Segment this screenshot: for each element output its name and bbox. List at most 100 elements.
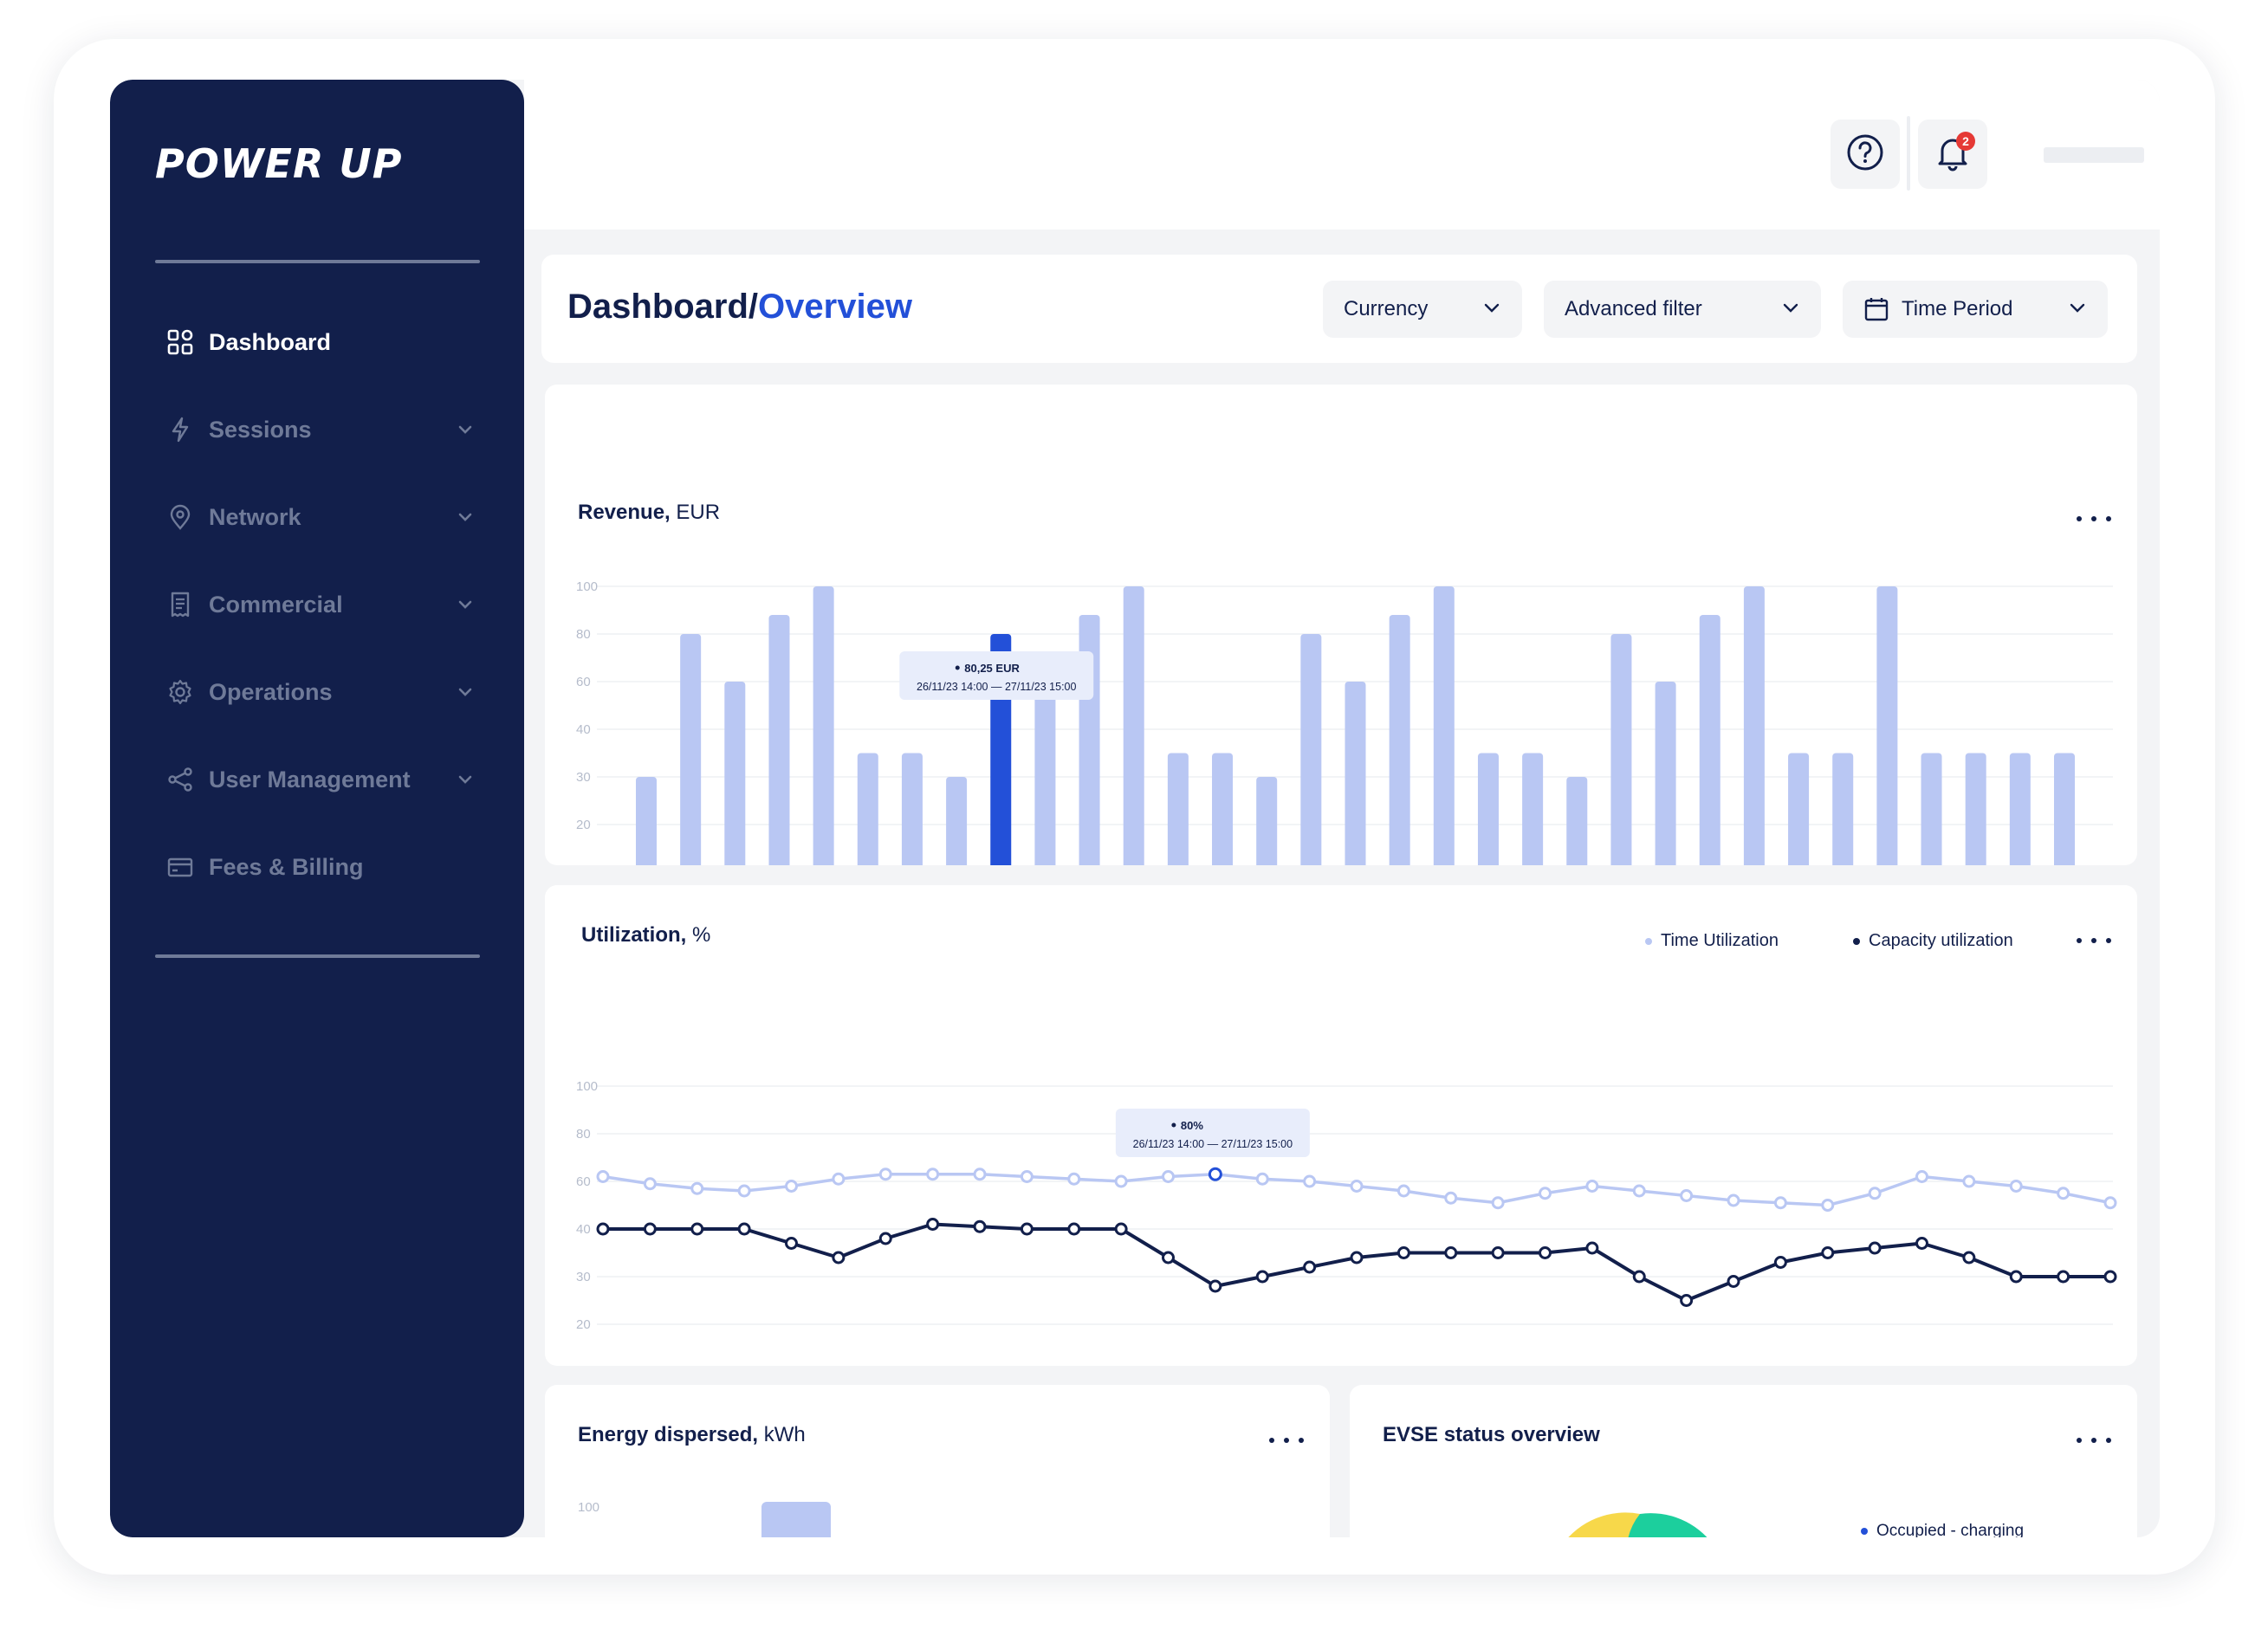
energy-title: Energy dispersed, kWh [578, 1423, 806, 1447]
sidebar-item-network[interactable]: Network [165, 491, 477, 543]
tooltip-range: 26/11/23 14:00 — 27/11/23 15:00 [1133, 1138, 1293, 1150]
bar [1566, 777, 1588, 865]
time-utilization-point [1727, 1193, 1740, 1207]
chevron-down-icon[interactable] [453, 505, 477, 529]
bar [1477, 753, 1499, 865]
time-period-dropdown[interactable]: Time Period [1843, 281, 2108, 338]
legend-occupied-charging[interactable]: Occupied - charging [1861, 1522, 2024, 1537]
bar [1212, 753, 1234, 865]
capacity-utilization-point [926, 1218, 940, 1231]
time-utilization-point [1585, 1180, 1599, 1193]
tooltip-dot [1171, 1122, 1176, 1128]
bar [1034, 657, 1056, 865]
y-tick-label: 60 [576, 1174, 591, 1189]
receipt-icon [165, 590, 195, 619]
legend-dot [1645, 937, 1652, 945]
capacity-utilization-point [973, 1219, 987, 1233]
bell-icon [1933, 133, 1973, 177]
legend-dot [1853, 937, 1860, 945]
energy-bar[interactable] [761, 1502, 831, 1537]
capacity-utilization-point [1632, 1270, 1646, 1284]
revenue-more-button[interactable] [2077, 514, 2111, 524]
sidebar-item-operations[interactable]: Operations [165, 666, 477, 718]
capacity-utilization-point [690, 1222, 704, 1236]
chevron-down-icon[interactable] [453, 592, 477, 617]
legend-time-utilization[interactable]: Time Utilization [1645, 931, 1779, 951]
app-window: POWER UP Dashboard Sessions Network [110, 80, 2160, 1537]
energy-more-button[interactable] [1269, 1435, 1304, 1446]
chevron-down-icon[interactable] [453, 680, 477, 704]
legend-capacity-utilization[interactable]: Capacity utilization [1853, 931, 2013, 951]
share-nodes-icon [165, 765, 195, 794]
page-title: Dashboard/Overview [567, 288, 912, 327]
sidebar-item-sessions[interactable]: Sessions [165, 404, 477, 456]
bar [2009, 753, 2031, 865]
utilization-tooltip: 80% 26/11/23 14:00 — 27/11/23 15:00 [1115, 1109, 1310, 1157]
bar [1921, 753, 1942, 865]
advanced-filter-dropdown[interactable]: Advanced filter [1544, 281, 1821, 338]
y-tick-label: 10 [576, 1365, 591, 1366]
question-circle-icon [1845, 133, 1885, 177]
time-utilization-point [1539, 1187, 1552, 1200]
sidebar-item-commercial[interactable]: Commercial [165, 579, 477, 631]
bar [1123, 586, 1144, 865]
capacity-utilization-point [1821, 1246, 1835, 1259]
breadcrumb-current: Overview [758, 288, 912, 326]
tooltip-value: 80% [1181, 1119, 1203, 1132]
time-utilization-point [1680, 1189, 1694, 1202]
time-utilization-point [1114, 1174, 1128, 1188]
capacity-utilization-point [785, 1237, 798, 1250]
bar [680, 634, 702, 865]
bar [1965, 753, 1986, 865]
chevron-down-icon [1781, 298, 1800, 321]
time-utilization-point [1632, 1184, 1646, 1198]
time-utilization-point [1821, 1199, 1835, 1212]
utilization-more-button[interactable] [2077, 935, 2111, 946]
notifications-button[interactable]: 2 [1918, 120, 1987, 189]
sidebar-item-user-management[interactable]: User Management [165, 754, 477, 805]
capacity-utilization-point [1162, 1251, 1175, 1265]
calendar-icon [1863, 296, 1889, 322]
currency-dropdown[interactable]: Currency [1323, 281, 1522, 338]
bar [1610, 634, 1632, 865]
energy-title-label: Energy dispersed, [578, 1423, 759, 1446]
sidebar-item-label: Sessions [209, 416, 312, 443]
capacity-utilization-point [1114, 1222, 1128, 1236]
revenue-title-unit: EUR [670, 501, 721, 524]
help-button[interactable] [1831, 120, 1900, 189]
sidebar-divider [155, 954, 480, 958]
time-utilization-point [1350, 1180, 1364, 1193]
credit-card-icon [165, 852, 195, 882]
chevron-down-icon[interactable] [453, 417, 477, 442]
capacity-utilization-point [1539, 1246, 1552, 1259]
chevron-down-icon [1482, 298, 1501, 321]
sidebar-item-fees-billing[interactable]: Fees & Billing [165, 841, 477, 893]
breadcrumb-root[interactable]: Dashboard/ [567, 288, 759, 326]
chevron-down-icon[interactable] [453, 767, 477, 792]
sidebar-item-dashboard[interactable]: Dashboard [165, 316, 477, 368]
y-tick-label: 100 [576, 1079, 598, 1094]
evse-donut[interactable] [1549, 1510, 1722, 1537]
bar [768, 615, 790, 865]
time-utilization-point [1491, 1196, 1505, 1210]
capacity-utilization-point [878, 1232, 892, 1245]
time-period-label: Time Period [1902, 297, 2013, 320]
capacity-utilization-point [1585, 1241, 1599, 1255]
evse-more-button[interactable] [2077, 1435, 2111, 1446]
bar [1699, 615, 1720, 865]
y-tick-label: 20 [576, 1317, 591, 1332]
brand-logo: POWER UP [155, 140, 403, 187]
legend-label: Time Utilization [1661, 931, 1779, 950]
bar [1167, 753, 1189, 865]
capacity-utilization-point [1020, 1222, 1034, 1236]
capacity-utilization-point [643, 1222, 657, 1236]
time-utilization-point [926, 1168, 940, 1181]
revenue-title: Revenue, EUR [578, 501, 720, 525]
bar [1655, 682, 1676, 865]
capacity-utilization-point [1915, 1237, 1928, 1250]
y-tick-label: 80 [576, 627, 591, 642]
utilization-title-unit: % [686, 923, 711, 947]
legend-label: Capacity utilization [1869, 931, 2013, 950]
tooltip-value: 80,25 EUR [964, 662, 1020, 675]
